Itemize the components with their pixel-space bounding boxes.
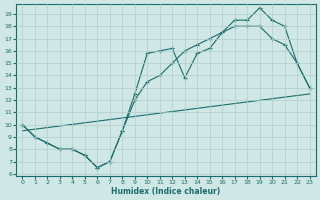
X-axis label: Humidex (Indice chaleur): Humidex (Indice chaleur): [111, 187, 221, 196]
